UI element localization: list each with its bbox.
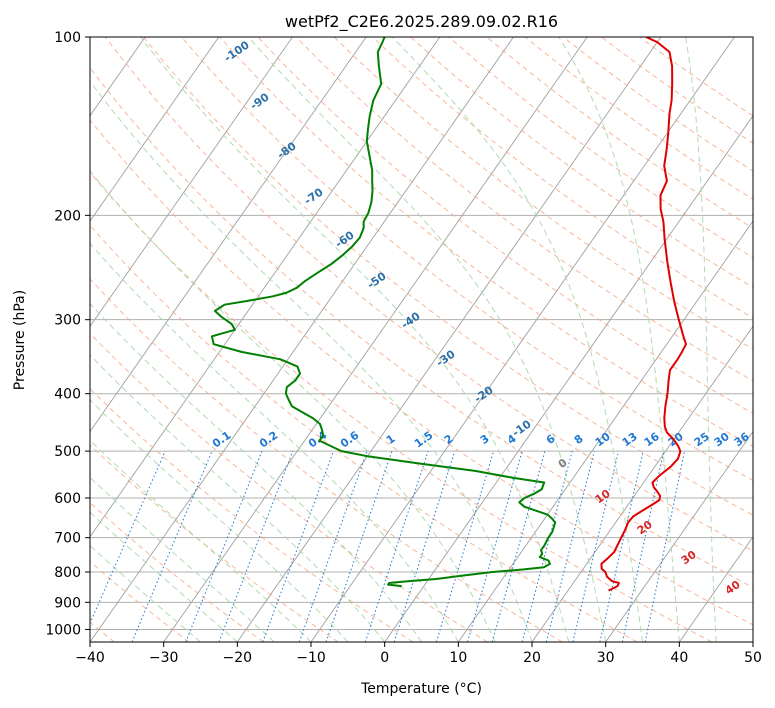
isotherm-line (531, 325, 753, 642)
plot-area: -100-90-80-70-60-50-40-30-20-100.1 0.2 0.4… (89, 36, 754, 643)
y-tick-label: 200 (54, 208, 81, 224)
y-axis-label: Pressure (hPa) (12, 290, 28, 390)
dry-adiabat-line (90, 560, 190, 642)
moist-adiabat-line (685, 37, 717, 642)
y-tick-label: 1000 (45, 622, 81, 638)
mixing-ratio-line (521, 450, 573, 642)
isotherm-line (90, 37, 441, 538)
dry-adiabat-line (90, 224, 638, 642)
mixing-ratio-line (545, 450, 595, 642)
moist-adiabat-line (90, 80, 533, 642)
x-axis-label: Temperature (°C) (360, 681, 482, 697)
y-tick-label: 400 (54, 387, 81, 403)
isotherm-line (90, 37, 220, 222)
y-tick-label: 800 (54, 565, 81, 581)
mixing-ratio-line (599, 450, 644, 642)
mixing-ratio-line (298, 450, 368, 642)
mixing-ratio-line (364, 450, 429, 642)
dewpoint-profile (210, 37, 557, 588)
isotherm-line (90, 37, 293, 328)
moist-adiabat-line (140, 37, 570, 642)
x-tick-label: 50 (744, 650, 762, 666)
isotherm-line (236, 37, 662, 642)
mixing-ratio-line (572, 450, 620, 642)
chart-title: wetPf2_C2E6.2025.289.09.02.R16 (285, 12, 558, 32)
dry-adiabat-line (295, 37, 753, 382)
x-tick-label: 10 (449, 650, 467, 666)
moist-adiabat-line (90, 302, 422, 642)
y-tick-label: 500 (54, 444, 81, 460)
x-axis-ticks: −40 −30 −20 −10 0 10 20 30 40 50 (75, 642, 762, 666)
y-axis-ticks: 100 200 300 400 500 600 700 800 900 1000 (45, 30, 90, 638)
x-tick-label: 40 (670, 650, 688, 666)
dry-adiabat-line (143, 37, 753, 516)
dry-adiabat-line (372, 37, 753, 319)
x-tick-label: −40 (75, 650, 105, 666)
mixing-ratio-line (467, 450, 523, 642)
moist-adiabat-line (90, 476, 275, 642)
mixing-ratio-line (393, 450, 456, 642)
moist-adiabat-line (90, 170, 496, 642)
isotherm-line (90, 37, 367, 433)
x-tick-label: 30 (597, 650, 615, 666)
isotherm-line (163, 37, 588, 642)
moist-adiabat-line (90, 354, 386, 642)
dry-adiabat-line (90, 171, 712, 642)
y-tick-label: 300 (54, 313, 81, 329)
moist-adiabat-line (90, 439, 312, 642)
dry-adiabat-line (181, 37, 753, 482)
mixing-ratio-line (325, 450, 393, 642)
mixing-ratio-line (491, 450, 546, 642)
x-tick-label: −30 (149, 650, 179, 666)
isotherm-line (605, 430, 753, 642)
plot-frame (89, 36, 754, 643)
isotherm-line (678, 535, 753, 642)
y-tick-label: 900 (54, 595, 81, 611)
mixing-ratio-line (90, 450, 166, 625)
y-tick-label: 600 (54, 491, 81, 507)
dry-adiabat-line (90, 332, 488, 642)
isotherm-line (457, 220, 753, 642)
dry-adiabat-line (90, 388, 414, 642)
x-tick-label: −10 (296, 650, 326, 666)
moist-adiabat-line (90, 242, 459, 642)
moist-adiabat-line (90, 545, 201, 642)
x-tick-label: 20 (523, 650, 541, 666)
mixing-ratio-line (435, 450, 495, 642)
temperature-profile (600, 37, 687, 592)
isotherm-line (384, 115, 753, 642)
y-tick-label: 100 (54, 30, 81, 46)
dry-adiabat-line (90, 278, 563, 642)
mixing-ratio-line (131, 450, 213, 642)
mixing-ratio-line (644, 451, 686, 642)
x-tick-label: −20 (223, 650, 253, 666)
moist-adiabat-line (392, 37, 643, 642)
profiles (210, 37, 687, 592)
y-tick-label: 700 (54, 531, 81, 547)
dry-adiabat-line (104, 37, 753, 552)
dry-adiabat-line (219, 37, 753, 448)
moist-adiabat-line (248, 37, 607, 642)
mixing-ratio-line (621, 450, 665, 642)
dry-adiabat-line (90, 67, 753, 588)
dry-adiabat-line (90, 119, 753, 626)
background-lines (90, 37, 753, 642)
moist-adiabat-line (90, 511, 238, 642)
moist-adiabat-line (558, 37, 680, 642)
x-tick-label: 0 (380, 650, 389, 666)
